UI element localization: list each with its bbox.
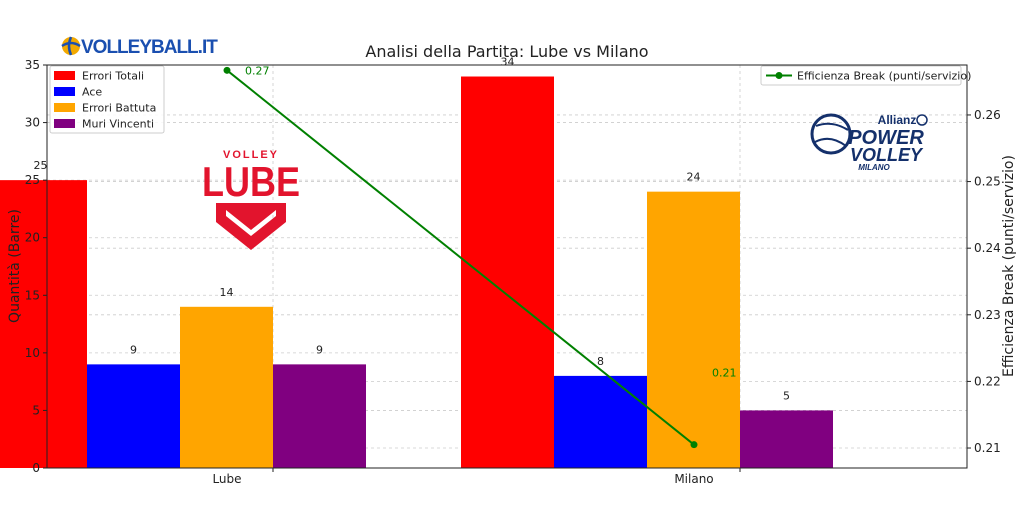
bar-value-label: 24: [687, 171, 701, 184]
lube-chevron-icon: [216, 203, 286, 250]
legend-label: Muri Vincenti: [82, 118, 154, 131]
legend-line-marker: [775, 72, 783, 79]
lube-logo-big-text: LUBE: [202, 159, 300, 205]
milano-logo-line1: POWER: [848, 127, 924, 149]
legend-label: Efficienza Break (punti/servizio): [797, 70, 971, 83]
y-axis-left-label: Quantità (Barre): [7, 209, 23, 323]
bar-value-label: 8: [597, 355, 604, 368]
y-right-tick-label: 0.26: [974, 108, 1001, 122]
y-axis-right-label: Efficienza Break (punti/servizio): [1001, 155, 1017, 377]
allianz-mark-icon: [916, 114, 928, 126]
bar-errori-totali: [461, 76, 554, 468]
grid: [47, 64, 967, 469]
line-point: [223, 66, 231, 74]
legend-line: Efficienza Break (punti/servizio): [760, 65, 971, 86]
y-axis-left: 0 5 10 15 20 25 30 35: [25, 58, 47, 475]
chart-title: Analisi della Partita: Lube vs Milano: [365, 42, 648, 61]
y-tick-label: 0: [32, 461, 40, 475]
y-right-tick-label: 0.22: [974, 374, 1001, 388]
bar-ace: [554, 375, 647, 468]
legend-swatch: [54, 119, 75, 128]
legend-swatch: [54, 103, 75, 112]
bar-muri-vincenti: [740, 410, 833, 468]
y-tick-label: 20: [25, 231, 40, 245]
x-axis: Lube Milano: [212, 468, 741, 486]
x-tick-label: Lube: [212, 472, 241, 486]
bar-value-label: 5: [783, 389, 790, 402]
bar-ace: [87, 364, 180, 468]
line-point: [690, 441, 698, 449]
milano-logo-sponsor: Allianz: [878, 113, 917, 127]
bar-value-label: 34: [501, 56, 515, 69]
line-value-label: 0.21: [712, 367, 737, 380]
y-tick-label: 35: [25, 58, 40, 72]
y-tick-label: 15: [25, 288, 40, 302]
plot-frame: [46, 64, 968, 469]
break-efficiency-line: 0.27 0.21: [223, 64, 737, 449]
y-axis-right: 0.21 0.22 0.23 0.24 0.25 0.26: [967, 108, 1001, 455]
volleyball-ball-stripes: [61, 36, 81, 56]
lube-logo: VOLLEY LUBE: [202, 149, 300, 250]
volleyball-ball-icon: [62, 37, 80, 55]
y-tick-label: 10: [25, 346, 40, 360]
bar-errori-battuta: [180, 306, 273, 468]
x-tick-label: Milano: [674, 472, 713, 486]
legend-swatch: [54, 87, 75, 96]
bars: [0, 76, 833, 468]
y-right-tick-label: 0.23: [974, 308, 1001, 322]
legend-label: Errori Battuta: [82, 102, 156, 115]
legend-swatch: [54, 71, 75, 80]
y-tick-label: 5: [32, 403, 40, 417]
bar-value-label: 9: [316, 343, 323, 356]
bar-errori-battuta: [647, 191, 740, 468]
milano-ball-stripes: [814, 122, 849, 147]
volleyball-it-logo: VOLLEYBALL.IT: [61, 36, 219, 58]
bar-value-label: 9: [130, 343, 137, 356]
line-break-efficiency: [226, 69, 695, 446]
y-right-tick-label: 0.24: [974, 241, 1001, 255]
volleyball-it-logo-text: VOLLEYBALL.IT: [81, 37, 218, 58]
bar-errori-totali: [0, 180, 87, 468]
y-right-tick-label: 0.25: [974, 175, 1001, 189]
y-tick-label: 25: [25, 173, 40, 187]
bar-value-label: 25: [34, 159, 48, 172]
bar-muri-vincenti: [273, 364, 366, 468]
y-tick-label: 30: [25, 116, 40, 130]
bar-value-label: 14: [220, 286, 234, 299]
legend-label: Ace: [82, 86, 102, 99]
milano-logo-line3: MILANO: [858, 163, 890, 172]
lube-logo-small-text: VOLLEY: [223, 149, 279, 161]
milano-logo: Allianz POWER VOLLEY MILANO: [810, 113, 928, 172]
milano-ball-icon: [810, 113, 852, 155]
y-right-tick-label: 0.21: [974, 441, 1001, 455]
legend-bars: Errori Totali Ace Errori Battuta Muri Vince…: [49, 65, 165, 134]
milano-logo-line2: VOLLEY: [850, 145, 924, 165]
line-value-label: 0.27: [245, 64, 270, 77]
legend-label: Errori Totali: [82, 70, 144, 83]
